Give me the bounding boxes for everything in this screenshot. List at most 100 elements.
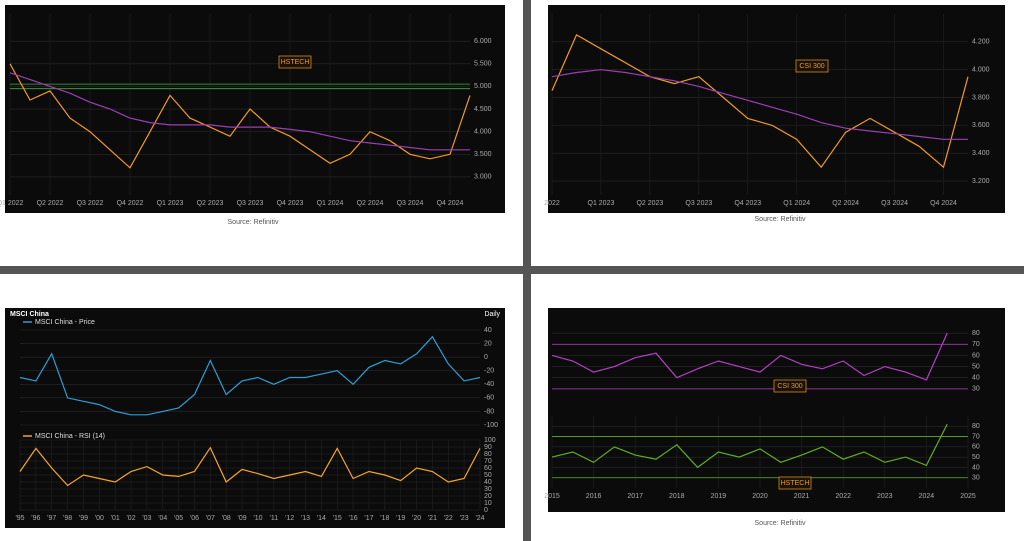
y-tick-label: 4.200 [972,39,990,46]
x-tick-label: Q1 2022 [0,200,24,207]
x-tick-label: '00 [95,515,104,522]
x-tick-label: 2022 [835,493,851,500]
x-tick-label: Q2 2024 [357,200,384,207]
x-tick-label: '23 [460,515,469,522]
x-tick-label: '09 [238,515,247,522]
x-tick-label: Q4 2023 [277,200,304,207]
y-tick-label: 0 [484,354,488,361]
x-tick-label: Q3 2022 [77,200,104,207]
y-tick-label: 3.000 [474,174,492,181]
y-tick-label: 3.800 [972,94,990,101]
x-tick-label: '15 [333,515,342,522]
y-tick-label: 20 [484,493,492,500]
x-tick-label: '16 [349,515,358,522]
annotation-box [773,379,807,393]
annotation: HSTECH [781,480,810,487]
chart-title: MSCI China [10,311,49,318]
annotation: HSTECH [281,59,310,66]
y-tick-label: 40 [972,375,980,382]
x-tick-label: '17 [364,515,373,522]
y-tick-label: 30 [484,486,492,493]
annotation-box [278,55,312,69]
x-tick-label: '13 [301,515,310,522]
y-tick-label: 50 [972,454,980,461]
chart-subtitle: Daily [484,311,500,318]
x-tick-label: 2022 [544,200,560,207]
y-tick-label: -60 [484,395,494,402]
x-tick-label: '03 [142,515,151,522]
y-tick-label: 60 [972,352,980,359]
y-tick-label: 30 [972,475,980,482]
x-tick-label: 2015 [544,493,560,500]
y-tick-label: 3.500 [474,151,492,158]
x-tick-label: '14 [317,515,326,522]
x-tick-label: '22 [444,515,453,522]
x-tick-label: '98 [63,515,72,522]
y-tick-label: 30 [972,386,980,393]
source: Source: Refinitiv [755,216,806,223]
series-line [551,423,948,469]
x-tick-label: '19 [396,515,405,522]
x-tick-label: '11 [269,515,278,522]
x-tick-label: Q4 2024 [930,200,957,207]
x-tick-label: 2023 [877,493,893,500]
source: Source: Refinitiv [755,520,806,527]
series-line [19,335,481,416]
x-tick-label: '21 [428,515,437,522]
x-tick-label: '24 [475,515,484,522]
divider [0,266,1024,274]
x-tick-label: '18 [380,515,389,522]
panel [5,308,505,528]
y-tick-label: 3.200 [972,178,990,185]
x-tick-label: '02 [126,515,135,522]
x-tick-label: 2017 [627,493,643,500]
y-tick-label: 5.500 [474,61,492,68]
x-tick-label: '06 [190,515,199,522]
x-tick-label: '96 [31,515,40,522]
x-tick-label: 2016 [586,493,602,500]
y-tick-label: 40 [972,464,980,471]
annotation-box [795,59,829,73]
x-tick-label: Q2 2022 [37,200,64,207]
series-line [19,446,481,487]
y-tick-label: 60 [484,465,492,472]
y-tick-label: 3.400 [972,150,990,157]
series-line [9,72,470,151]
y-tick-label: -40 [484,381,494,388]
y-tick-label: -100 [484,422,498,429]
x-tick-label: '07 [206,515,215,522]
x-tick-label: '08 [222,515,231,522]
y-tick-label: 50 [484,472,492,479]
y-tick-label: 4.500 [474,106,492,113]
legend-label: MSCI China - Price [35,319,95,326]
y-tick-label: 60 [972,444,980,451]
series-line [551,69,968,140]
x-tick-label: '99 [79,515,88,522]
y-tick-label: 6.000 [474,38,492,45]
x-tick-label: Q1 2024 [783,200,810,207]
x-tick-label: '97 [47,515,56,522]
y-tick-label: 3.600 [972,122,990,129]
annotation: CSI 300 [799,63,824,70]
x-tick-label: 2018 [669,493,685,500]
y-tick-label: 10 [484,500,492,507]
y-tick-label: 4.000 [972,67,990,74]
annotation: CSI 300 [777,383,802,390]
panel [548,308,1005,512]
y-tick-label: 90 [484,444,492,451]
x-tick-label: 2020 [752,493,768,500]
x-tick-label: 2025 [960,493,976,500]
y-tick-label: -20 [484,368,494,375]
annotation-box [778,476,812,490]
series-line [551,332,948,381]
x-tick-label: Q1 2024 [317,200,344,207]
y-tick-label: 70 [972,341,980,348]
x-tick-label: Q1 2023 [588,200,615,207]
x-tick-label: Q3 2024 [397,200,424,207]
x-tick-label: 2021 [794,493,810,500]
x-tick-label: Q2 2024 [832,200,859,207]
x-tick-label: Q2 2023 [197,200,224,207]
y-tick-label: 70 [484,458,492,465]
x-tick-label: '95 [15,515,24,522]
